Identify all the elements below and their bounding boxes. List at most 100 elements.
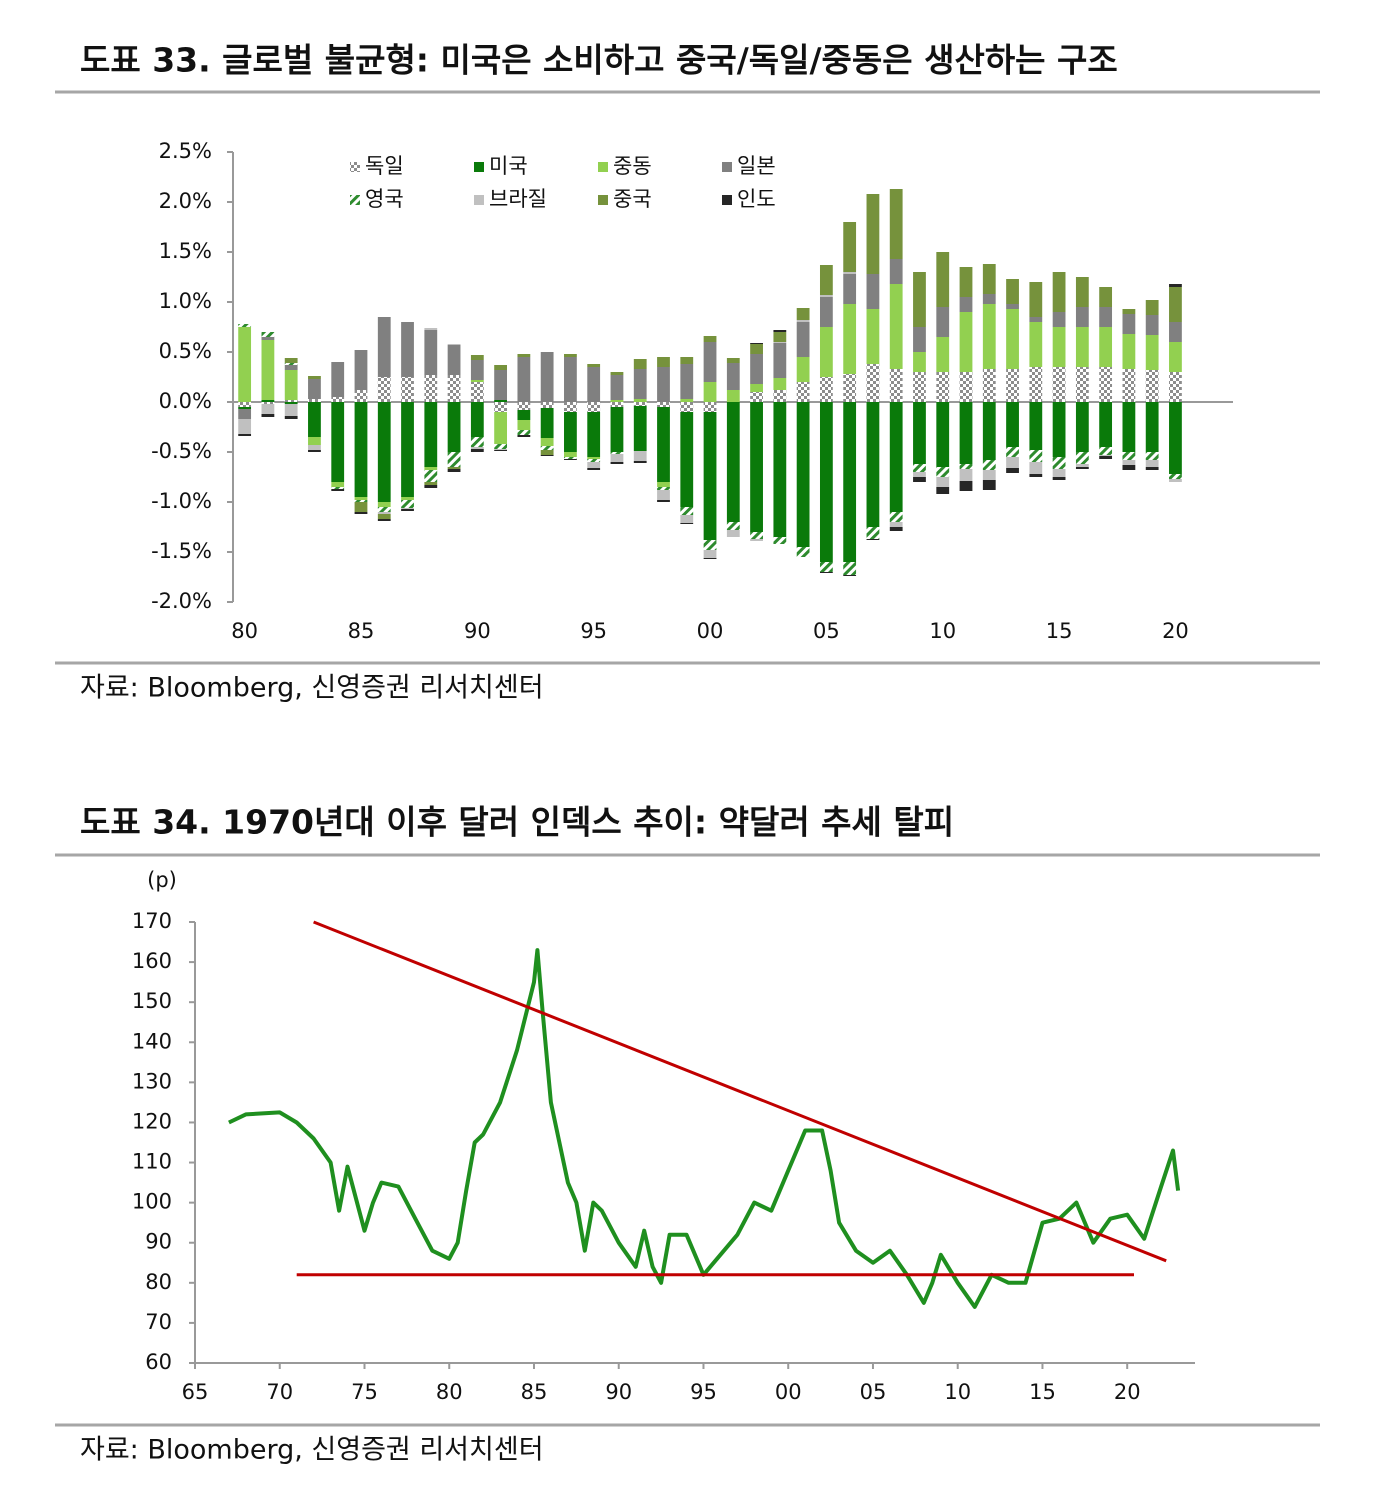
bar-segment — [796, 547, 810, 557]
x-tick-label: 20 — [1162, 619, 1189, 643]
bar-segment — [238, 434, 252, 436]
x-tick-label: 85 — [521, 1380, 548, 1404]
bar-segment — [1029, 402, 1043, 450]
bar-segment — [982, 304, 996, 369]
bar-segment — [1052, 327, 1066, 367]
bar-segment — [1169, 479, 1182, 482]
y-tick-label: 1.5% — [159, 239, 212, 263]
bar-segment — [1006, 402, 1019, 447]
bar-segment — [1145, 300, 1159, 315]
bar-segment — [1052, 457, 1066, 469]
bar-segment — [1122, 369, 1136, 402]
bar-segment — [843, 575, 857, 576]
bar-segment — [331, 487, 345, 489]
bar-segment — [1169, 474, 1182, 479]
y-tick-label: 120 — [132, 1109, 172, 1133]
bar-segment — [1145, 370, 1159, 402]
bar-segment — [354, 402, 368, 497]
bar-segment — [1169, 372, 1182, 402]
bar-segment — [913, 472, 926, 477]
y-tick-label: 2.5% — [159, 139, 212, 163]
bar-segment — [703, 558, 717, 559]
bar-segment — [308, 399, 321, 402]
x-tick-label: 10 — [944, 1380, 971, 1404]
bar-segment — [680, 515, 694, 523]
bar-segment — [1052, 272, 1066, 312]
bar-segment — [1006, 369, 1019, 402]
bar-segment — [284, 370, 298, 400]
bar-segment — [936, 252, 950, 307]
x-tick-label: 70 — [266, 1380, 293, 1404]
bar-segment — [680, 507, 694, 515]
y-tick-label: 150 — [132, 989, 172, 1013]
bar-segment — [889, 527, 903, 531]
bar-segment — [750, 343, 763, 344]
bar-segment — [1145, 335, 1159, 370]
bar-segment — [936, 372, 950, 402]
bar-segment — [587, 402, 601, 412]
bar-segment — [703, 550, 717, 558]
bar-segment — [1099, 455, 1113, 456]
bar-segment — [796, 402, 810, 547]
legend-label: 중국 — [613, 187, 652, 211]
bar-segment — [401, 509, 414, 511]
bar-segment — [889, 522, 903, 527]
bar-segment — [587, 468, 601, 470]
bar-segment — [936, 337, 950, 372]
bar-segment — [1075, 402, 1089, 452]
bar-segment — [377, 317, 391, 377]
bar-segment — [819, 562, 833, 572]
legend-swatch — [722, 195, 732, 205]
bar-segment — [913, 327, 926, 352]
trend-line — [313, 920, 1167, 1263]
x-tick-label: 05 — [813, 619, 840, 643]
bar-segment — [377, 507, 391, 512]
bar-segment — [564, 457, 577, 459]
bar-segment — [587, 364, 601, 367]
bar-segment — [354, 350, 368, 390]
chart-title: 도표 33. 글로벌 불균형: 미국은 소비하고 중국/독일/중동은 생산하는 … — [80, 41, 1118, 80]
legend-label: 독일 — [365, 154, 404, 178]
bar-segment — [354, 497, 368, 500]
bar-segment — [610, 372, 624, 375]
bar-segment — [1052, 469, 1066, 477]
bar-segment — [331, 482, 345, 487]
bar-segment — [633, 451, 647, 461]
bar-segment — [633, 402, 647, 406]
bar-segment — [1122, 314, 1136, 334]
bar-segment — [377, 519, 391, 521]
bar-segment — [1075, 452, 1089, 464]
bar-segment — [750, 402, 763, 532]
bar-segment — [796, 382, 810, 402]
bar-segment — [1122, 460, 1136, 465]
bar-segment — [633, 399, 647, 402]
bar-segment — [819, 295, 833, 297]
bar-segment — [982, 294, 996, 304]
bar-segment — [587, 367, 601, 402]
bar-segment — [284, 400, 298, 402]
bar-segment — [1145, 467, 1159, 470]
bar-segment — [610, 454, 624, 462]
bar-segment — [494, 444, 508, 449]
legend-label: 일본 — [737, 154, 776, 178]
bar-segment — [1122, 452, 1136, 460]
x-tick-label: 05 — [860, 1380, 887, 1404]
bar-segment — [657, 357, 670, 367]
bar-segment — [1006, 304, 1019, 309]
bar-segment — [680, 402, 694, 412]
bar-segment — [959, 481, 973, 491]
bar-segment — [308, 437, 321, 445]
bar-segment — [1006, 468, 1019, 473]
legend-swatch — [722, 162, 732, 172]
bar-segment — [796, 308, 810, 320]
bar-segment — [633, 369, 647, 399]
bar-segment — [494, 412, 508, 444]
bar-segment — [1075, 367, 1089, 402]
bar-segment — [564, 357, 577, 402]
x-tick-label: 90 — [464, 619, 491, 643]
bar-segment — [703, 540, 717, 550]
bar-segment — [494, 402, 508, 412]
y-tick-label: 170 — [132, 909, 172, 933]
bar-segment — [843, 272, 857, 274]
bar-segment — [703, 336, 717, 342]
